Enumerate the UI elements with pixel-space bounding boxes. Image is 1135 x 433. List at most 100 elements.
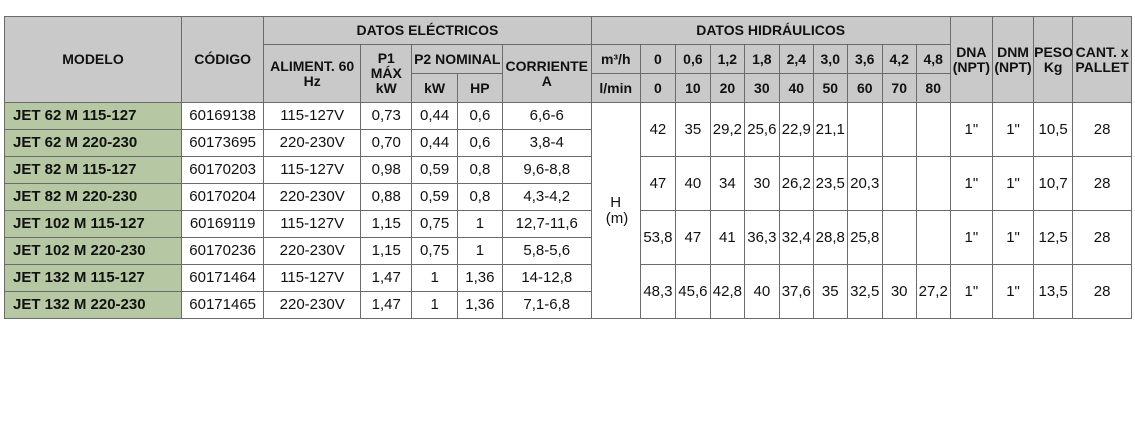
header-lmin: l/min: [590, 73, 641, 103]
header-dna: DNA (NPT): [949, 16, 993, 103]
h-value-cell: 48,3: [639, 264, 676, 319]
header-modelo: MODELO: [4, 16, 182, 103]
h-label-cell: H (m): [590, 102, 641, 319]
aliment-cell: 115-127V: [263, 102, 362, 130]
kw-cell: 0,44: [411, 129, 458, 157]
header-peso: PESO Kg: [1033, 16, 1074, 103]
dnm-cell: 1": [991, 102, 1035, 157]
p1-cell: 0,98: [360, 156, 413, 184]
header-flow-m3h: 1,8: [743, 44, 780, 74]
corriente-cell: 6,6-6: [502, 102, 592, 130]
kw-cell: 0,44: [411, 102, 458, 130]
header-flow-m3h: 2,4: [778, 44, 814, 74]
h-value-cell: 40: [674, 156, 711, 211]
p1-cell: 1,15: [360, 237, 413, 265]
p1-cell: 1,47: [360, 264, 413, 292]
codigo-cell: 60170204: [180, 183, 265, 211]
hp-cell: 1: [456, 210, 504, 238]
table-row: JET 132 M 115-127 60171464 115-127V 1,47…: [4, 264, 1132, 319]
dna-cell: 1": [949, 264, 993, 319]
header-aliment: ALIMENT. 60 Hz: [263, 44, 362, 103]
h-value-cell: 47: [674, 210, 711, 265]
codigo-cell: 60169138: [180, 102, 265, 130]
h-value-cell: [846, 102, 883, 157]
corriente-cell: 4,3-4,2: [502, 183, 592, 211]
h-value-cell: 35: [812, 264, 848, 319]
aliment-cell: 220-230V: [263, 291, 362, 319]
codigo-cell: 60169119: [180, 210, 265, 238]
hp-cell: 0,8: [456, 156, 504, 184]
spec-table-container: MODELO CÓDIGO DATOS ELÉCTRICOS DATOS HID…: [4, 16, 1132, 319]
table-row: JET 62 M 115-127 60169138 115-127V 0,73 …: [4, 102, 1132, 319]
corriente-cell: 3,8-4: [502, 129, 592, 157]
model-cell: JET 132 M 220-230: [4, 291, 182, 319]
header-flow-m3h: 4,8: [915, 44, 951, 74]
h-value-cell: 37,6: [778, 264, 814, 319]
h-value-cell: 26,2: [778, 156, 814, 211]
table-row: JET 82 M 115-127 60170203 115-127V 0,98 …: [4, 156, 1132, 211]
h-value-cell: 41: [709, 210, 745, 265]
header-dnm: DNM (NPT): [991, 16, 1035, 103]
hp-cell: 0,8: [456, 183, 504, 211]
header-flow-m3h: 3,6: [846, 44, 883, 74]
peso-cell: 10,7: [1033, 156, 1074, 211]
model-cell: JET 82 M 115-127: [4, 156, 182, 184]
h-value-cell: [881, 156, 917, 211]
p1-cell: 0,88: [360, 183, 413, 211]
dnm-cell: 1": [991, 156, 1035, 211]
h-value-cell: 53,8: [639, 210, 676, 265]
codigo-cell: 60170203: [180, 156, 265, 184]
corriente-cell: 7,1-6,8: [502, 291, 592, 319]
peso-cell: 13,5: [1033, 264, 1074, 319]
hp-cell: 1: [456, 237, 504, 265]
h-value-cell: [915, 210, 951, 265]
kw-cell: 0,75: [411, 237, 458, 265]
hp-cell: 0,6: [456, 129, 504, 157]
h-value-cell: 45,6: [674, 264, 711, 319]
header-flow-lmin: 40: [778, 73, 814, 103]
hp-cell: 0,6: [456, 102, 504, 130]
table-row: JET 102 M 115-127 60169119 115-127V 1,15…: [4, 210, 1132, 265]
header-flow-lmin: 60: [846, 73, 883, 103]
h-value-cell: 30: [743, 156, 780, 211]
table-row: JET 102 M 220-230 60170236 220-230V 1,15…: [4, 237, 1132, 265]
h-value-cell: [881, 102, 917, 157]
corriente-cell: 12,7-11,6: [502, 210, 592, 238]
codigo-cell: 60170236: [180, 237, 265, 265]
header-flow-lmin: 30: [743, 73, 780, 103]
p1-cell: 0,70: [360, 129, 413, 157]
header-flow-lmin: 20: [709, 73, 745, 103]
h-value-cell: 21,1: [812, 102, 848, 157]
dnm-cell: 1": [991, 264, 1035, 319]
h-value-cell: 20,3: [846, 156, 883, 211]
codigo-cell: 60173695: [180, 129, 265, 157]
header-datos-hidraulicos: DATOS HIDRÁULICOS: [590, 16, 951, 45]
model-cell: JET 102 M 220-230: [4, 237, 182, 265]
header-codigo: CÓDIGO: [180, 16, 265, 103]
header-flow-m3h: 0,6: [674, 44, 711, 74]
aliment-cell: 115-127V: [263, 156, 362, 184]
cant-cell: 28: [1072, 210, 1132, 265]
aliment-cell: 115-127V: [263, 210, 362, 238]
kw-cell: 1: [411, 291, 458, 319]
h-value-cell: 32,5: [846, 264, 883, 319]
header-flow-m3h: 4,2: [881, 44, 917, 74]
dna-cell: 1": [949, 156, 993, 211]
header-flow-lmin: 80: [915, 73, 951, 103]
h-value-cell: 25,6: [743, 102, 780, 157]
aliment-cell: 220-230V: [263, 129, 362, 157]
header-p1: P1 MÁX kW: [360, 44, 413, 103]
cant-cell: 28: [1072, 102, 1132, 157]
header-flow-lmin: 0: [639, 73, 676, 103]
kw-cell: 0,75: [411, 210, 458, 238]
header-hp: HP: [456, 73, 504, 103]
h-label: H (m): [605, 193, 629, 227]
dna-cell: 1": [949, 102, 993, 157]
peso-cell: 12,5: [1033, 210, 1074, 265]
cant-cell: 28: [1072, 264, 1132, 319]
header-flow-lmin: 50: [812, 73, 848, 103]
table-row: JET 62 M 220-230 60173695 220-230V 0,70 …: [4, 129, 1132, 157]
h-value-cell: 47: [639, 156, 676, 211]
header-flow-lmin: 70: [881, 73, 917, 103]
header-flow-m3h: 3,0: [812, 44, 848, 74]
